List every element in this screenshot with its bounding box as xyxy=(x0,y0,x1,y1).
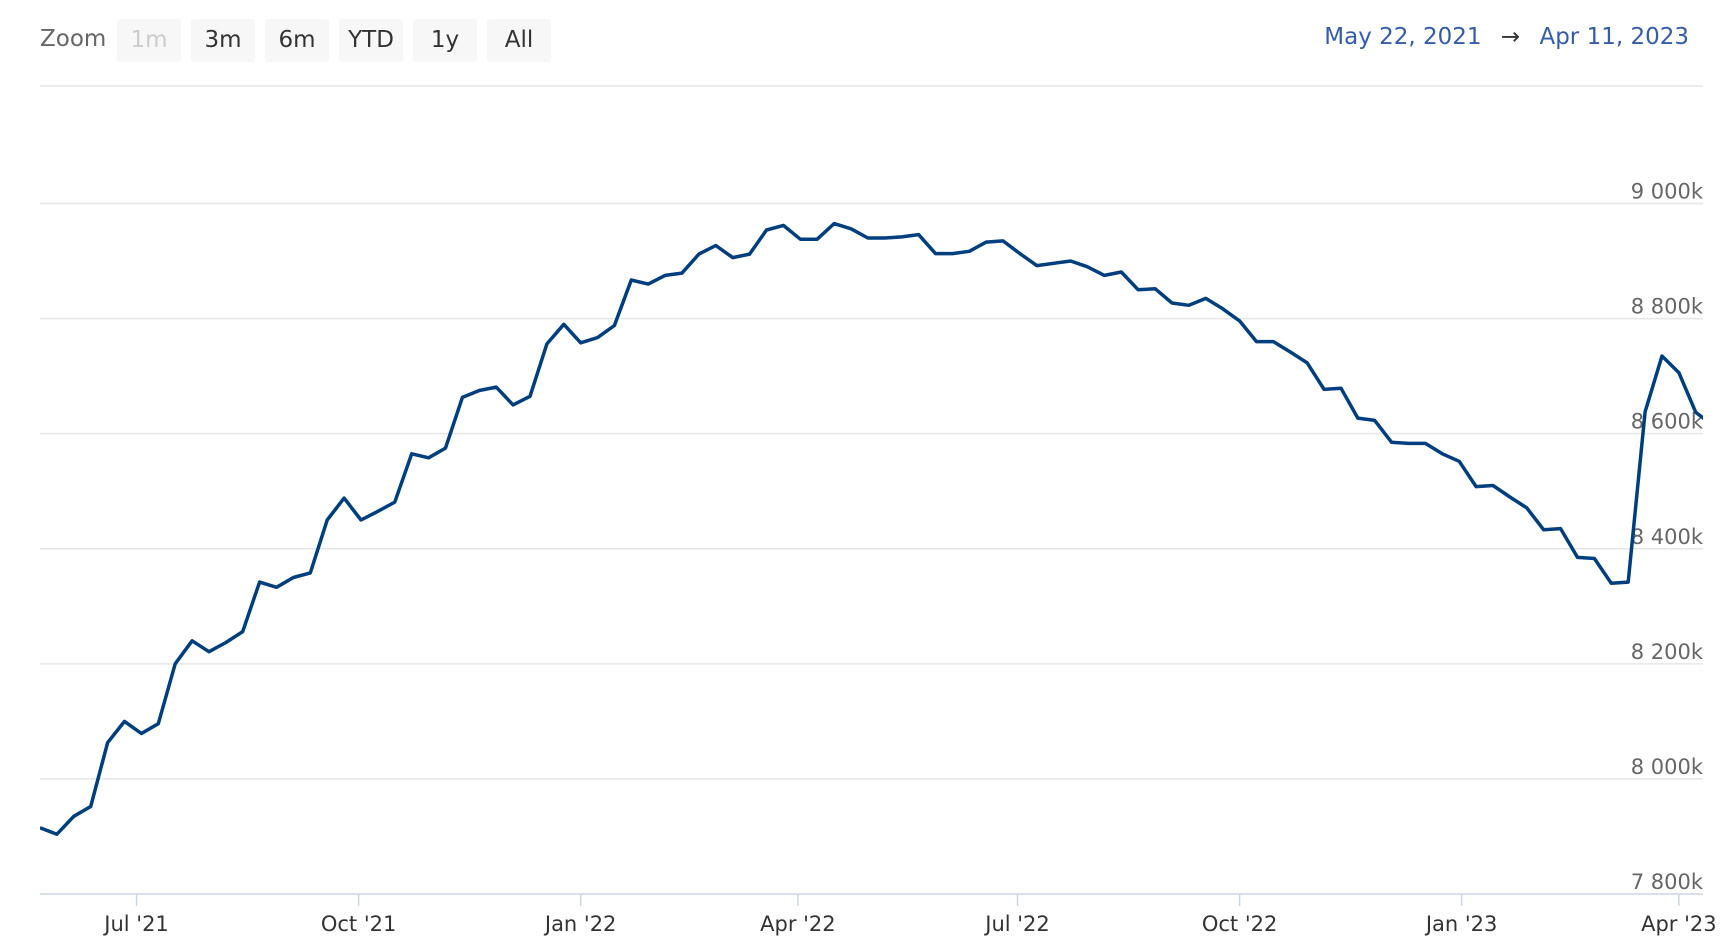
y-tick-label: 7 800k xyxy=(1631,870,1704,894)
range-to[interactable]: Apr 11, 2023 xyxy=(1539,24,1689,50)
range-arrow: → xyxy=(1500,24,1521,50)
x-tick-label: Apr '22 xyxy=(760,912,836,936)
zoom-label: Zoom xyxy=(40,26,107,52)
zoom-button-3m[interactable]: 3m xyxy=(191,19,255,62)
date-range: May 22, 2021 → Apr 11, 2023 xyxy=(1318,24,1695,50)
x-tick-label: Apr '23 xyxy=(1641,912,1717,936)
zoom-button-1y[interactable]: 1y xyxy=(413,19,477,62)
series-line xyxy=(40,221,1703,836)
y-tick-label: 8 000k xyxy=(1631,755,1704,779)
y-tick-label: 8 400k xyxy=(1631,525,1704,549)
x-tick-label: Oct '21 xyxy=(321,912,396,936)
x-tick-label: Oct '22 xyxy=(1202,912,1277,936)
x-tick-label: Jan '22 xyxy=(543,912,617,936)
x-tick-label: Jan '23 xyxy=(1424,912,1498,936)
y-tick-label: 8 200k xyxy=(1631,640,1704,664)
zoom-button-ytd[interactable]: YTD xyxy=(339,19,403,62)
zoom-button-1m[interactable]: 1m xyxy=(117,19,181,62)
zoom-button-6m[interactable]: 6m xyxy=(265,19,329,62)
zoom-button-all[interactable]: All xyxy=(487,19,551,62)
x-tick-label: Jul '22 xyxy=(983,912,1050,936)
y-tick-label: 9 000k xyxy=(1631,180,1704,204)
x-tick-label: Jul '21 xyxy=(102,912,169,936)
y-tick-label: 8 800k xyxy=(1631,295,1704,319)
range-from[interactable]: May 22, 2021 xyxy=(1324,24,1482,50)
